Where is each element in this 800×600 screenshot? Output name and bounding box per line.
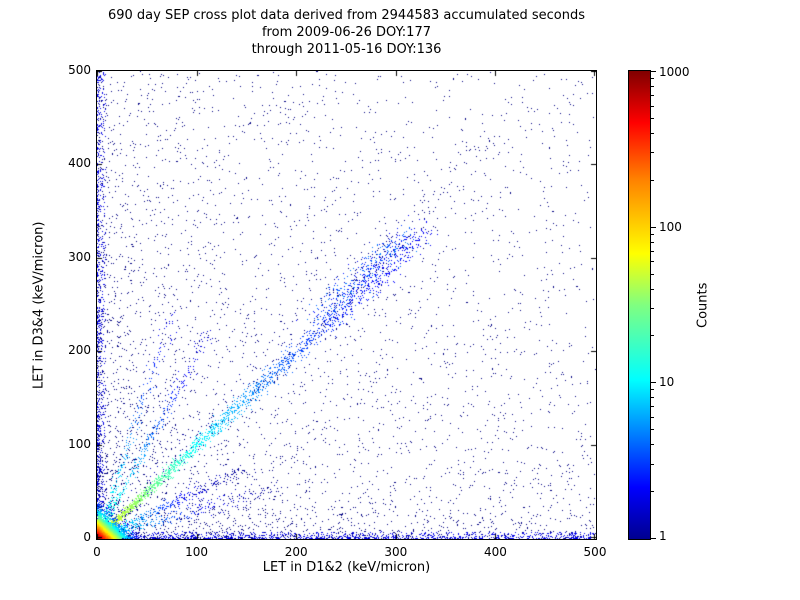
colorbar-minor-tick <box>651 289 654 290</box>
colorbar-minor-tick <box>651 444 654 445</box>
colorbar <box>628 70 651 540</box>
colorbar-minor-tick <box>651 464 654 465</box>
colorbar-tick-label: 1000 <box>659 65 690 79</box>
colorbar-minor-tick <box>651 251 654 252</box>
colorbar-minor-tick <box>651 397 654 398</box>
x-tick-label: 0 <box>93 545 101 559</box>
y-tick-label: 0 <box>83 530 91 544</box>
colorbar-minor-tick <box>651 417 654 418</box>
plot-area <box>96 70 597 540</box>
colorbar-tick <box>651 538 656 539</box>
y-axis-label: LET in D3&4 (keV/micron) <box>31 221 47 389</box>
x-tick-label: 500 <box>583 545 607 559</box>
x-tick-label: 100 <box>185 545 209 559</box>
x-axis-label: LET in D1&2 (keV/micron) <box>262 560 431 575</box>
title-line-3: through 2011-05-16 DOY:136 <box>251 42 442 57</box>
colorbar-tick <box>651 71 656 72</box>
colorbar-minor-tick <box>651 180 654 181</box>
colorbar-minor-tick <box>651 308 654 309</box>
y-tick-label: 200 <box>68 343 91 358</box>
y-tick-label: 300 <box>68 249 91 264</box>
colorbar-label: Counts <box>695 282 711 328</box>
colorbar-tick <box>651 227 656 228</box>
colorbar-minor-tick <box>651 335 654 336</box>
scatter-canvas <box>97 71 596 539</box>
colorbar-tick-label: 1 <box>659 529 667 543</box>
colorbar-tick-label: 10 <box>659 375 675 389</box>
colorbar-minor-tick <box>651 106 654 107</box>
colorbar-minor-tick <box>651 86 654 87</box>
colorbar-minor-tick <box>651 274 654 275</box>
colorbar-minor-tick <box>651 491 654 492</box>
colorbar-minor-tick <box>651 242 654 243</box>
colorbar-tick-label: 100 <box>659 220 682 234</box>
colorbar-minor-tick <box>651 234 654 235</box>
x-tick-label: 300 <box>384 545 408 559</box>
colorbar-minor-tick <box>651 429 654 430</box>
colorbar-minor-tick <box>651 95 654 96</box>
colorbar-minor-tick <box>651 261 654 262</box>
colorbar-minor-tick <box>651 389 654 390</box>
y-tick-label: 500 <box>68 63 91 77</box>
colorbar-tick <box>651 382 656 383</box>
colorbar-minor-tick <box>651 78 654 79</box>
colorbar-minor-tick <box>651 133 654 134</box>
title-line-1: 690 day SEP cross plot data derived from… <box>107 8 586 23</box>
y-tick-label: 100 <box>68 436 91 451</box>
title-line-2: from 2009-06-26 DOY:177 <box>261 25 431 40</box>
x-tick-label: 400 <box>483 545 507 559</box>
colorbar-minor-tick <box>651 406 654 407</box>
x-tick-label: 200 <box>284 545 308 559</box>
chart-title-block: 690 day SEP cross plot data derived from… <box>96 7 597 58</box>
colorbar-minor-tick <box>651 152 654 153</box>
y-tick-label: 400 <box>68 156 91 171</box>
colorbar-minor-tick <box>651 118 654 119</box>
